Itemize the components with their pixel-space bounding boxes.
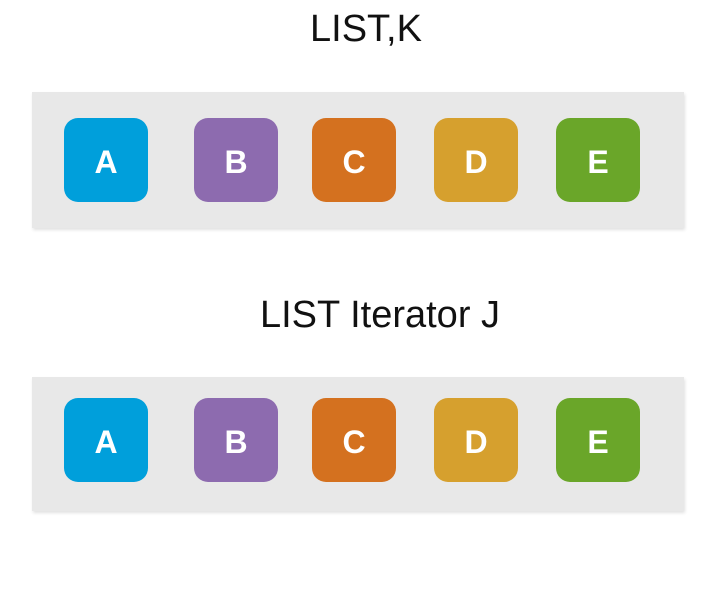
list-k-item-c: C bbox=[312, 118, 396, 202]
list-k-item-b: B bbox=[194, 118, 278, 202]
list-iterator-j-item-d: D bbox=[434, 398, 518, 482]
list-iterator-j-item-e: E bbox=[556, 398, 640, 482]
list-iterator-j-item-c: C bbox=[312, 398, 396, 482]
list-iterator-j-item-a: A bbox=[64, 398, 148, 482]
list-k-item-e: E bbox=[556, 118, 640, 202]
list-iterator-j-title: LIST Iterator J bbox=[259, 294, 501, 336]
list-k-item-d: D bbox=[434, 118, 518, 202]
list-k-item-a: A bbox=[64, 118, 148, 202]
list-iterator-j-panel: A B C D E bbox=[32, 377, 684, 511]
list-k-title: LIST,K bbox=[310, 8, 422, 50]
list-iterator-j-item-b: B bbox=[194, 398, 278, 482]
list-k-panel: A B C D E bbox=[32, 92, 684, 228]
